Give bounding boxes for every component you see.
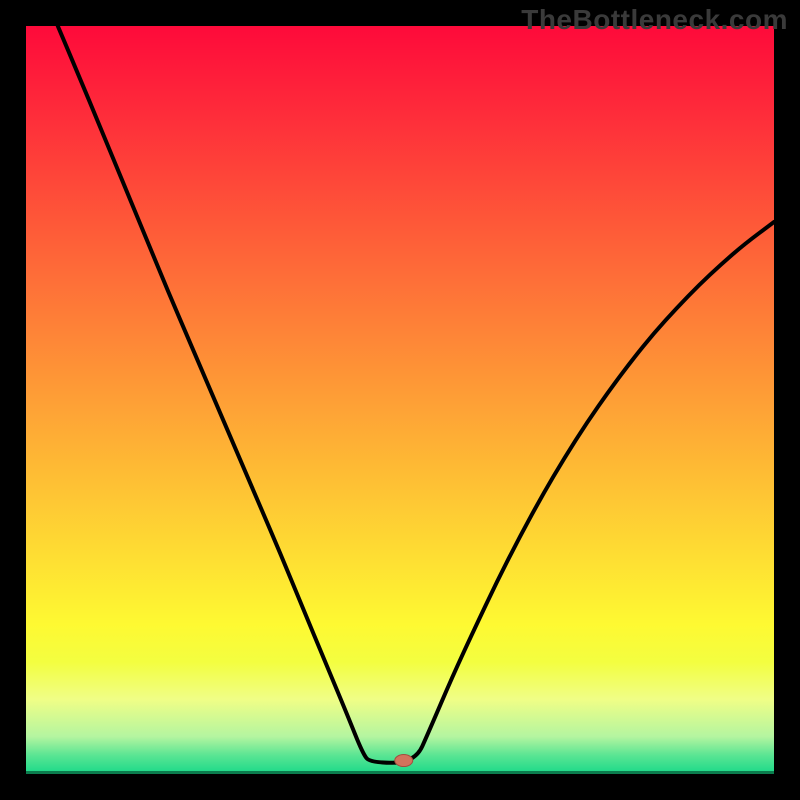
chart-frame: TheBottleneck.com [0, 0, 800, 800]
bottom-strip [26, 771, 774, 774]
gradient-background [26, 26, 774, 774]
chart-svg [26, 26, 774, 774]
watermark-label: TheBottleneck.com [521, 4, 788, 36]
minimum-marker [395, 755, 413, 767]
plot-area [26, 26, 774, 774]
